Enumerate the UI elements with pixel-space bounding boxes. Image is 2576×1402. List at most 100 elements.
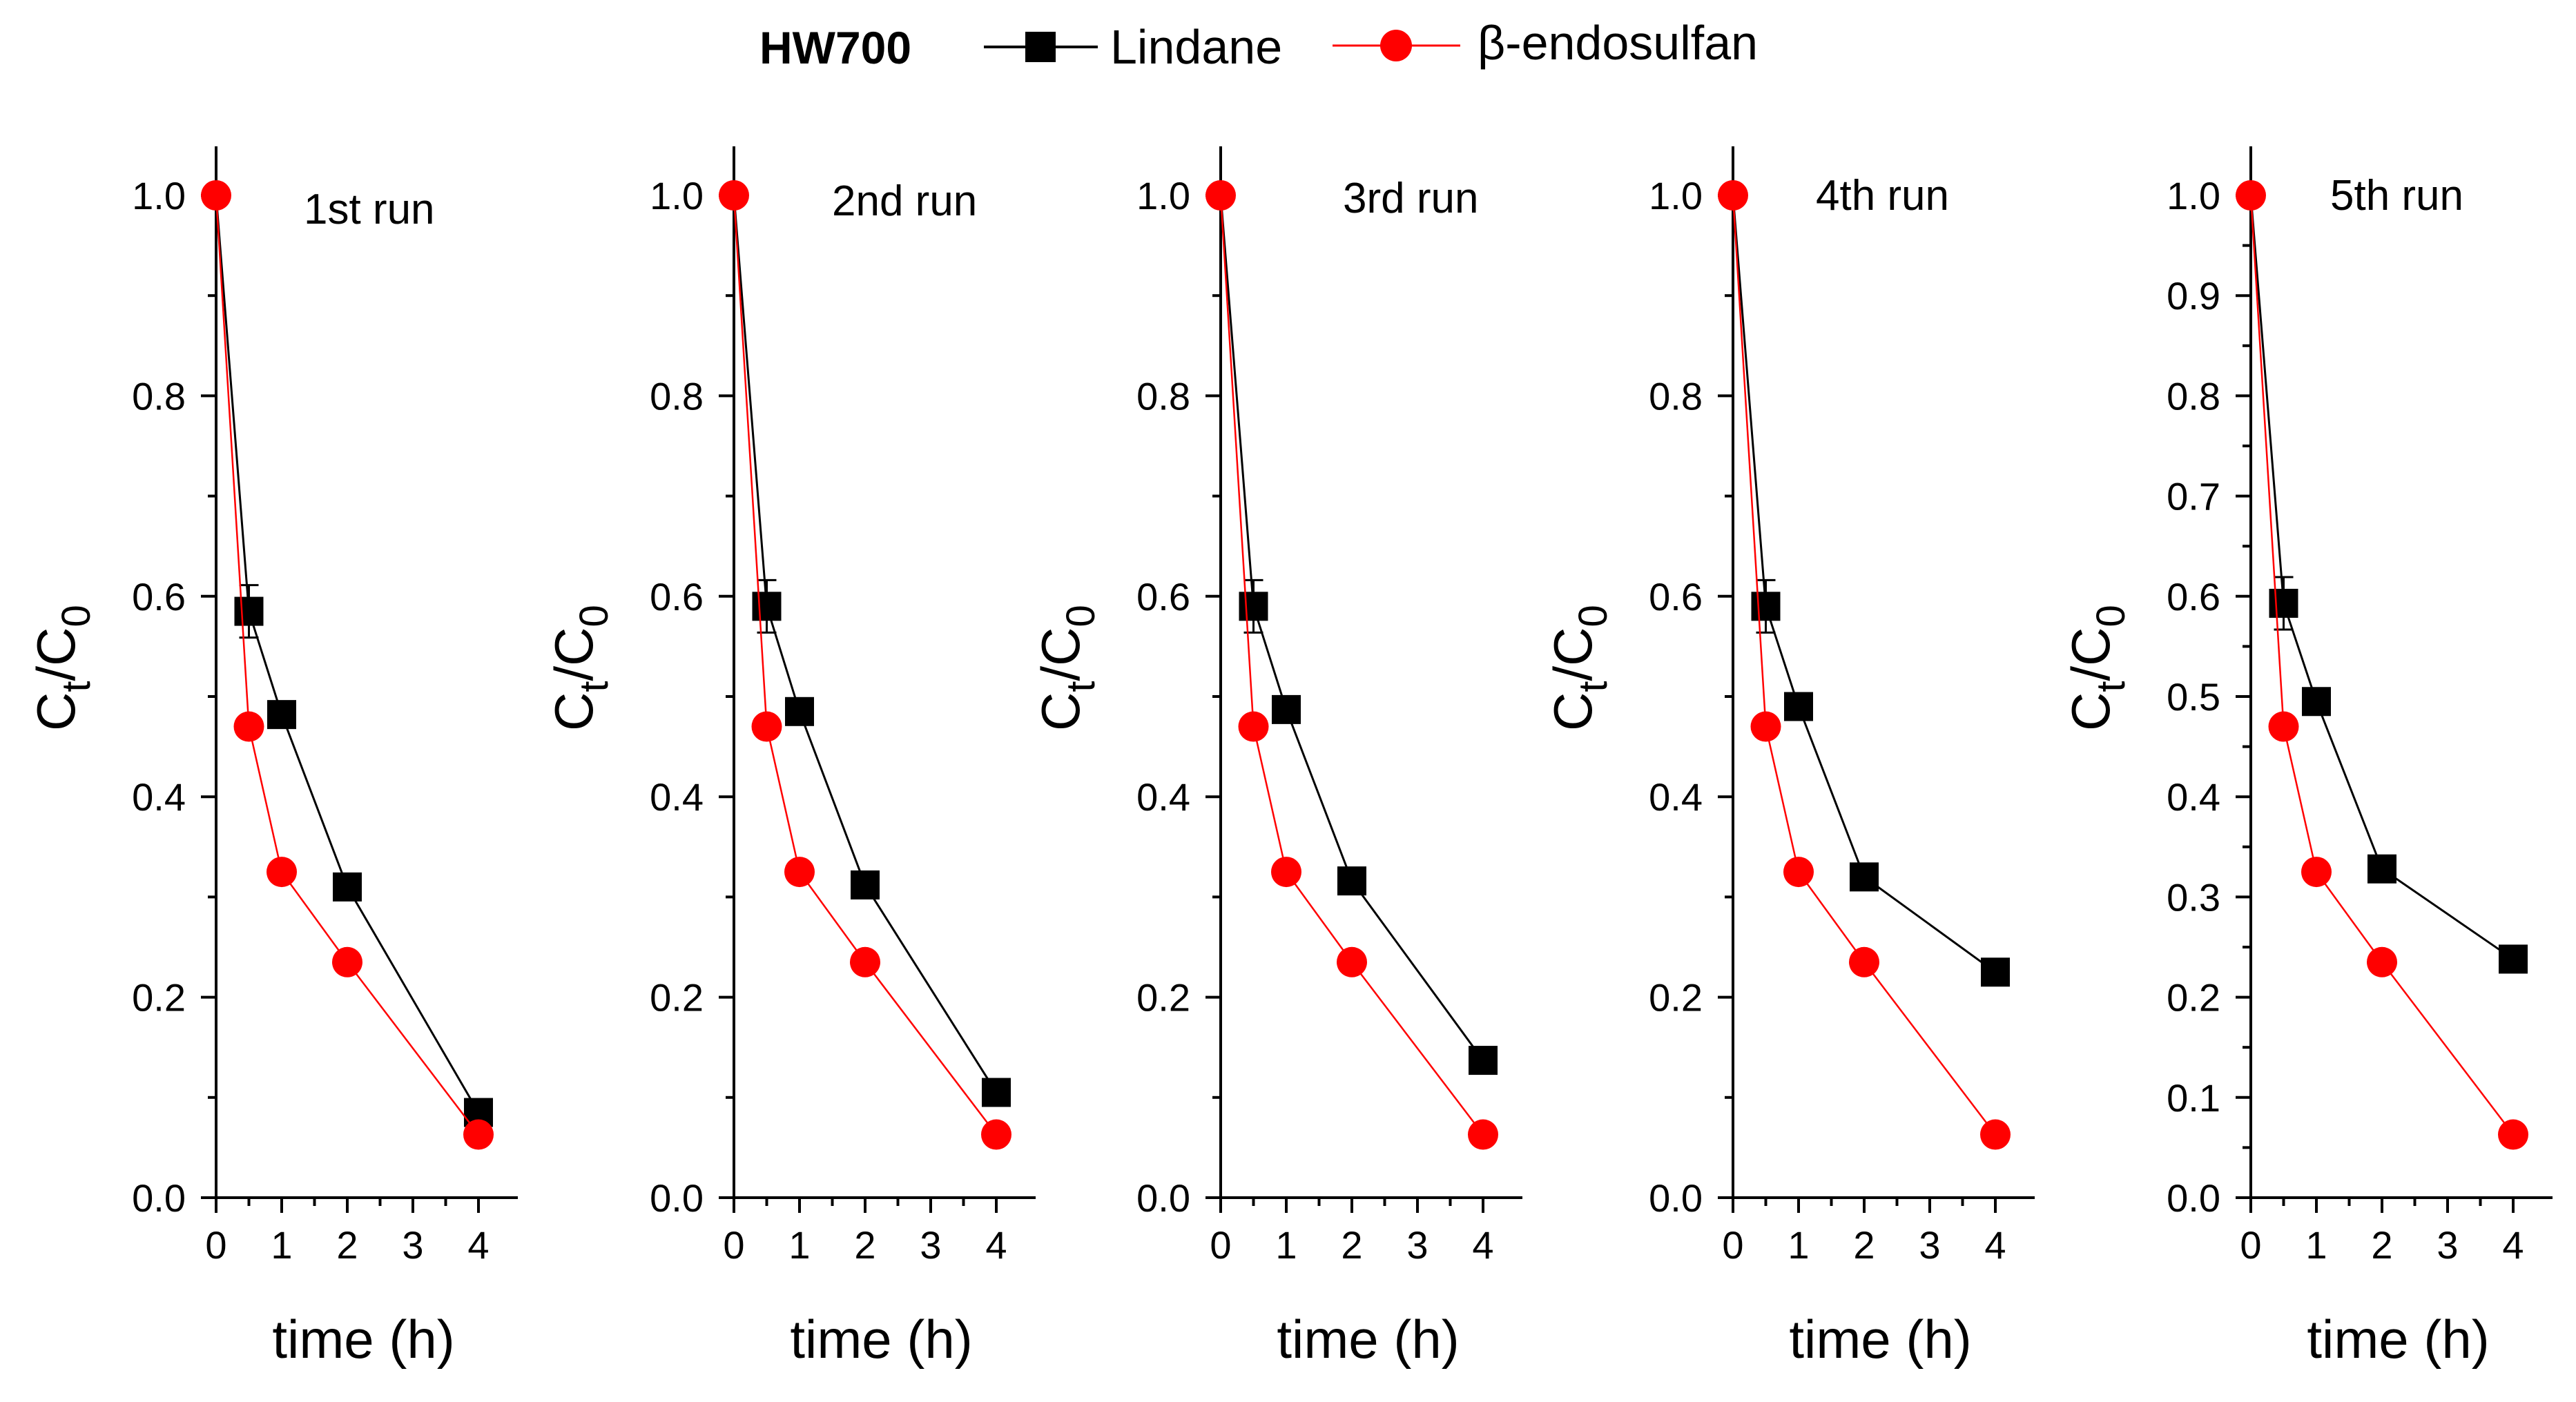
y-tick-label: 0.5 (2167, 675, 2220, 719)
y-tick-label: 0.8 (132, 374, 186, 418)
endosulfan-point (1783, 857, 1814, 888)
y-tick-label: 0.4 (2167, 775, 2220, 819)
chart-panel-5: 0.0 0.1 0.2 0.3 0.4 0.5 0.6 0.7 0.8 0.9 1.0 0 1 2 3 4 ti… (2060, 146, 2553, 1370)
x-tick-label: 2 (2371, 1223, 2392, 1267)
lindane-point (851, 870, 880, 899)
y-tick-label: 0.0 (132, 1176, 186, 1220)
y-tick-label: 0.8 (650, 374, 704, 418)
lindane-point (2499, 944, 2528, 974)
endosulfan-point (1337, 946, 1367, 977)
x-tick-label: 4 (1984, 1223, 2006, 1267)
endosulfan-point (981, 1119, 1011, 1150)
x-tick-label: 0 (205, 1223, 226, 1267)
lindane-point (2302, 687, 2331, 717)
chart-panel-1: 0.0 0.2 0.4 0.6 0.8 1.0 0 1 2 3 4 time (h) Ct/C0 1st … (26, 146, 518, 1370)
y-tick-label: 0.9 (2167, 274, 2220, 318)
x-tick-label: 2 (336, 1223, 358, 1267)
x-tick-label: 3 (402, 1223, 423, 1267)
chart-panel-4: 0.0 0.2 0.4 0.6 0.8 1.0 0 1 2 3 4 time (h) Ct/C0 4th … (1542, 146, 2035, 1370)
lindane-point (752, 592, 782, 621)
y-tick-label: 0.6 (132, 575, 186, 619)
run-label: 4th run (1816, 172, 1949, 220)
lindane-point (982, 1078, 1011, 1107)
lindane-point (1981, 957, 2010, 987)
lindane-point (267, 700, 296, 730)
y-tick-label: 0.6 (650, 575, 704, 619)
lindane-line (1732, 195, 1996, 973)
lindane-point (1751, 592, 1781, 621)
y-axis-title: Ct/C0 (1030, 605, 1103, 731)
lindane-point (785, 697, 814, 726)
x-tick-label: 3 (2437, 1223, 2458, 1267)
endosulfan-point (1271, 857, 1301, 888)
lindane-point (333, 872, 362, 902)
endosulfan-line (2249, 195, 2514, 1136)
x-tick-label: 3 (920, 1223, 941, 1267)
endosulfan-point (267, 857, 297, 888)
chart-panel-3: 0.0 0.2 0.4 0.6 0.8 1.0 0 1 2 3 4 time (h) Ct/C0 3rd … (1030, 146, 1522, 1370)
y-tick-label: 0.2 (2167, 976, 2220, 1020)
y-tick-label: 0.7 (2167, 475, 2220, 518)
y-axis-title: Ct/C0 (26, 605, 99, 731)
x-axis-title: time (h) (790, 1309, 972, 1370)
y-tick-label: 0.6 (1136, 575, 1190, 619)
x-tick-label: 4 (1472, 1223, 1493, 1267)
y-tick-label: 0.3 (2167, 875, 2220, 919)
y-tick-label: 0.0 (1136, 1176, 1190, 1220)
endosulfan-point (2367, 946, 2397, 977)
lindane-point (2367, 854, 2396, 884)
endosulfan-point (2268, 711, 2299, 742)
legend-endosulfan-label: β-endosulfan (1478, 16, 1758, 70)
y-tick-label: 1.0 (132, 174, 186, 217)
endosulfan-point (751, 711, 782, 742)
endosulfan-point (784, 857, 815, 888)
x-tick-label: 4 (985, 1223, 1007, 1267)
y-tick-label: 1.0 (2167, 174, 2220, 217)
y-tick-label: 0.8 (1136, 374, 1190, 418)
endosulfan-line (1732, 195, 1996, 1136)
lindane-point (2269, 588, 2298, 618)
chart-panel-2: 0.0 0.2 0.4 0.6 0.8 1.0 0 1 2 3 4 time (h) Ct/C0 2nd … (543, 146, 1036, 1370)
x-tick-label: 3 (1406, 1223, 1428, 1267)
x-tick-label: 4 (2502, 1223, 2524, 1267)
y-tick-label: 0.8 (2167, 374, 2220, 418)
legend: HW700 Lindane β-endosulfan (759, 16, 1758, 74)
endosulfan-point (1205, 180, 1236, 211)
run-label: 5th run (2330, 172, 2463, 220)
lindane-point (1239, 592, 1268, 621)
x-tick-label: 2 (854, 1223, 875, 1267)
x-tick-label: 0 (1722, 1223, 1743, 1267)
x-tick-label: 3 (1919, 1223, 1940, 1267)
endosulfan-point (463, 1119, 494, 1150)
x-axis-title: time (h) (272, 1309, 454, 1370)
endosulfan-point (719, 180, 749, 211)
y-tick-label: 0.4 (132, 775, 186, 819)
y-tick-label: 0.8 (1649, 374, 1703, 418)
legend-endosulfan-marker (1380, 30, 1412, 61)
y-axis-title: Ct/C0 (1542, 605, 1616, 731)
y-tick-label: 0.4 (650, 775, 704, 819)
endosulfan-point (2498, 1119, 2528, 1150)
y-tick-label: 0.2 (650, 976, 704, 1020)
endosulfan-point (332, 946, 362, 977)
endosulfan-point (1980, 1119, 2011, 1150)
endosulfan-point (1718, 180, 1748, 211)
lindane-point (1469, 1046, 1498, 1075)
endosulfan-line (733, 195, 997, 1136)
y-tick-label: 0.6 (1649, 575, 1703, 619)
x-tick-label: 0 (723, 1223, 744, 1267)
y-tick-label: 0.1 (2167, 1076, 2220, 1120)
lindane-point (1272, 694, 1301, 724)
endosulfan-point (233, 711, 264, 742)
y-tick-label: 0.4 (1649, 775, 1703, 819)
endosulfan-line (1219, 195, 1484, 1136)
endosulfan-point (1468, 1119, 1498, 1150)
x-tick-label: 2 (1341, 1223, 1362, 1267)
run-label: 1st run (304, 186, 435, 233)
y-tick-label: 0.0 (2167, 1176, 2220, 1220)
y-tick-label: 0.2 (1136, 976, 1190, 1020)
endosulfan-point (850, 946, 880, 977)
endosulfan-line (215, 195, 479, 1136)
